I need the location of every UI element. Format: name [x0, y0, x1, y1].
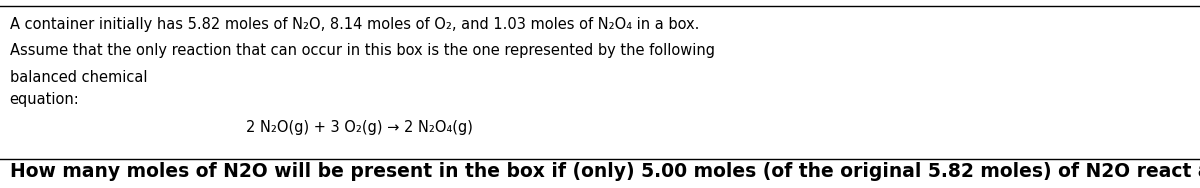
Text: A container initially has 5.82 moles of N₂O, 8.14 moles of O₂, and 1.03 moles of: A container initially has 5.82 moles of … — [10, 17, 698, 32]
Text: equation:: equation: — [10, 92, 79, 107]
Text: 2 N₂O(g) + 3 O₂(g) → 2 N₂O₄(g): 2 N₂O(g) + 3 O₂(g) → 2 N₂O₄(g) — [246, 120, 473, 135]
Text: Assume that the only reaction that can occur in this box is the one represented : Assume that the only reaction that can o… — [10, 43, 715, 58]
Text: How many moles of N2O will be present in the box if (only) 5.00 moles (of the or: How many moles of N2O will be present in… — [10, 161, 1200, 181]
Text: balanced chemical: balanced chemical — [10, 70, 148, 85]
